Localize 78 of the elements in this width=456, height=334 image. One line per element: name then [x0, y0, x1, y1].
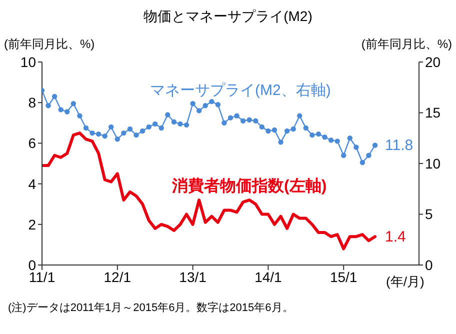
point — [334, 138, 340, 144]
point — [196, 108, 202, 114]
point — [347, 136, 352, 141]
x-tick-label: 14/1 — [254, 268, 282, 285]
point — [127, 126, 133, 132]
point — [278, 140, 284, 145]
point — [303, 125, 308, 131]
point — [96, 131, 102, 137]
y-tick-label: 8 — [28, 94, 36, 111]
point — [240, 118, 246, 124]
point — [209, 98, 214, 104]
point — [234, 113, 240, 118]
point — [354, 144, 359, 150]
x-tick-label: 13/1 — [179, 268, 207, 285]
point — [297, 113, 302, 118]
y-tick-label: 2 — [28, 216, 36, 232]
point — [253, 118, 258, 124]
y2-tick-label: 20 — [425, 54, 441, 70]
point — [158, 125, 164, 131]
y2-axis-title: (前年同月比、%) — [361, 36, 452, 53]
point — [121, 130, 126, 136]
y2-tick-label: 0 — [425, 256, 433, 273]
y-tick-label: 0 — [28, 256, 36, 273]
y-tick-label: 10 — [20, 54, 36, 70]
point — [322, 134, 328, 140]
point — [259, 124, 265, 130]
chart-title: 物価とマネーサプライ(M2) — [142, 8, 314, 26]
point — [46, 103, 51, 108]
point — [184, 122, 190, 128]
point — [266, 128, 271, 134]
point — [58, 107, 64, 112]
point — [146, 124, 152, 130]
point — [52, 94, 58, 100]
point — [70, 101, 76, 106]
text: (注)データは2011年1月～2015年6月。数字は2015年6月。 — [8, 300, 294, 315]
point — [246, 117, 252, 122]
point — [90, 130, 95, 136]
point — [102, 133, 108, 139]
point — [328, 138, 334, 143]
point — [310, 132, 315, 138]
series-label: 消費者物価指数(左軸) — [172, 176, 327, 197]
x-tick-label: 15/1 — [330, 268, 358, 285]
point — [178, 121, 183, 127]
x-axis-title: (年/月) — [386, 273, 424, 291]
point — [140, 128, 146, 134]
y2-tick-label: 15 — [425, 104, 441, 121]
point — [165, 112, 170, 118]
line-series — [42, 132, 377, 250]
point — [316, 131, 322, 137]
data-label: 1.4 — [385, 228, 406, 246]
y-tick-label: 6 — [28, 135, 36, 152]
point — [134, 132, 139, 138]
y2-tick-label: 10 — [425, 155, 441, 172]
series-label: マネーサプライ(M2、右軸) — [150, 81, 331, 100]
point — [366, 152, 372, 158]
data-label: 11.8 — [385, 137, 414, 154]
point — [215, 102, 221, 108]
point — [190, 101, 196, 106]
point — [114, 136, 120, 142]
point — [372, 142, 378, 148]
point — [152, 121, 158, 127]
point — [341, 152, 346, 158]
point — [202, 103, 208, 108]
point — [228, 115, 234, 120]
point — [77, 113, 82, 118]
point — [272, 127, 278, 133]
point — [108, 124, 114, 130]
point — [222, 120, 227, 126]
point — [83, 125, 89, 131]
point — [360, 160, 366, 166]
y2-tick-label: 5 — [425, 206, 433, 222]
y-axis-title: (前年同月比、%) — [4, 36, 95, 53]
point — [64, 109, 70, 114]
y-tick-label: 4 — [28, 176, 36, 192]
x-tick-label: 12/1 — [104, 268, 132, 285]
point — [284, 128, 290, 134]
point — [290, 126, 296, 132]
point — [171, 119, 177, 124]
